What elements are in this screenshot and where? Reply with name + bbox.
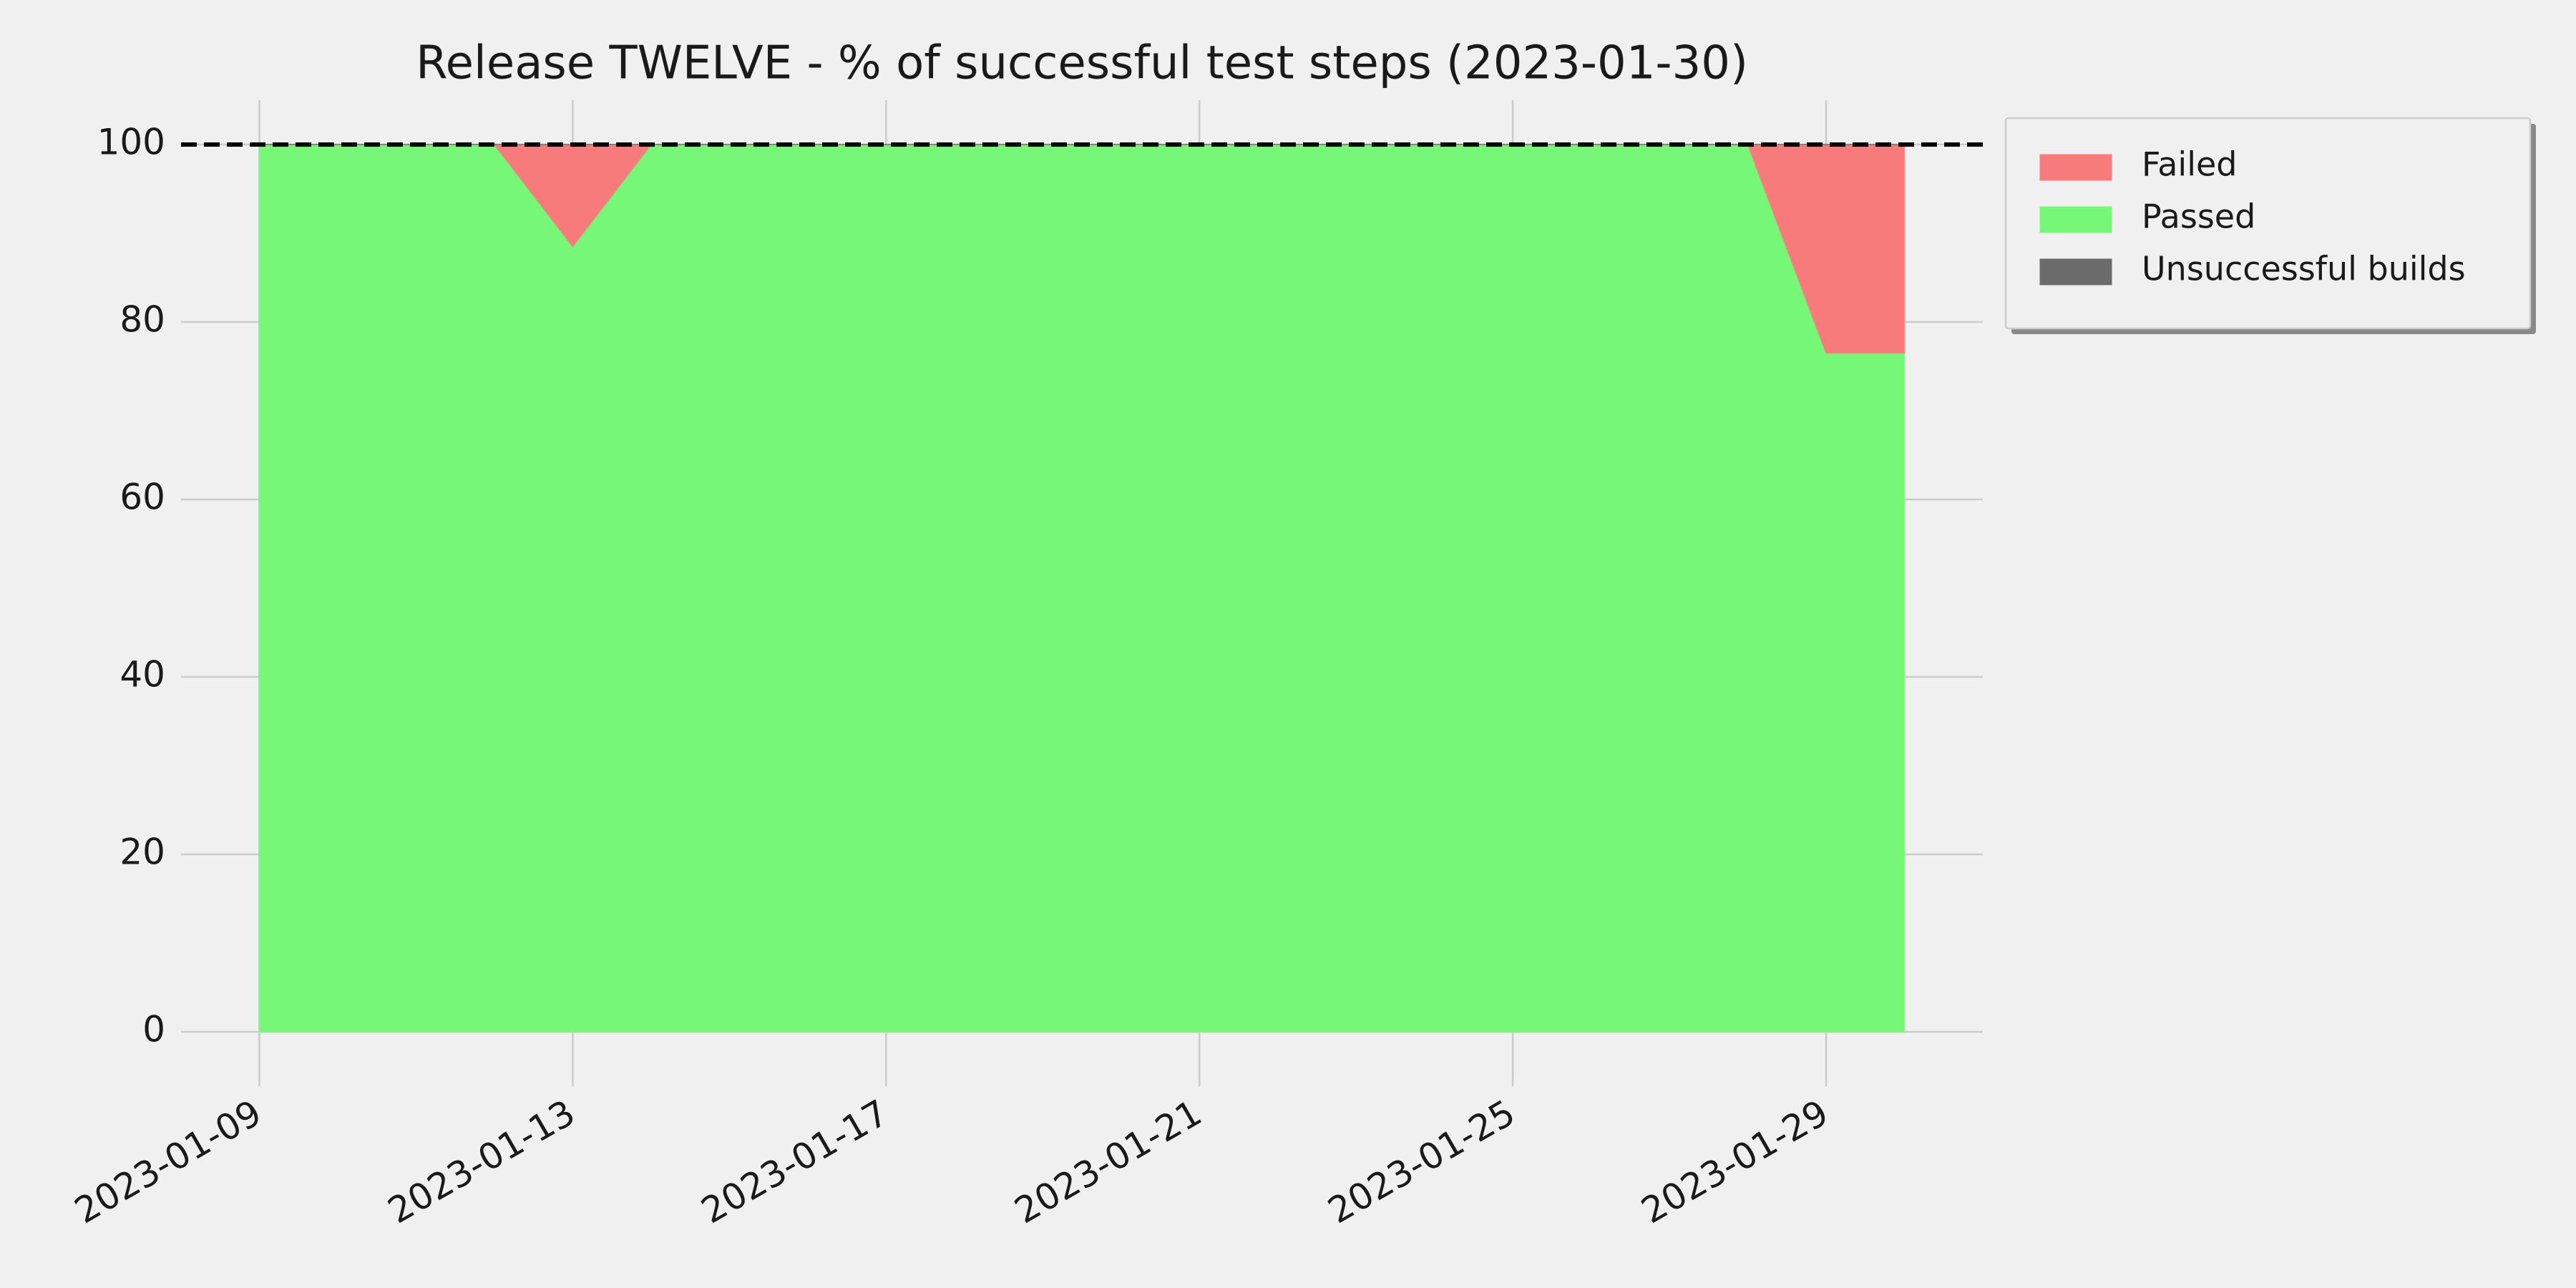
legend-label: Unsuccessful builds	[2142, 250, 2466, 288]
chart-title: Release TWELVE - % of successful test st…	[416, 37, 1748, 90]
legend-label: Failed	[2142, 145, 2238, 184]
y-tick-label: 80	[119, 299, 165, 341]
y-tick-label: 40	[119, 654, 165, 696]
areas	[258, 144, 1906, 1033]
legend-swatch	[2039, 154, 2112, 181]
y-tick-label: 0	[142, 1009, 165, 1050]
legend-label: Passed	[2142, 197, 2255, 236]
legend-swatch	[2039, 258, 2112, 286]
legend-box	[2004, 117, 2532, 330]
legend-swatch	[2039, 206, 2112, 233]
legend: Failed Passed Unsuccessful builds	[2004, 117, 2536, 334]
y-tick-label: 100	[97, 122, 165, 163]
y-tick-label: 20	[119, 831, 165, 873]
area	[258, 144, 1906, 1033]
y-tick-label: 60	[119, 477, 165, 518]
